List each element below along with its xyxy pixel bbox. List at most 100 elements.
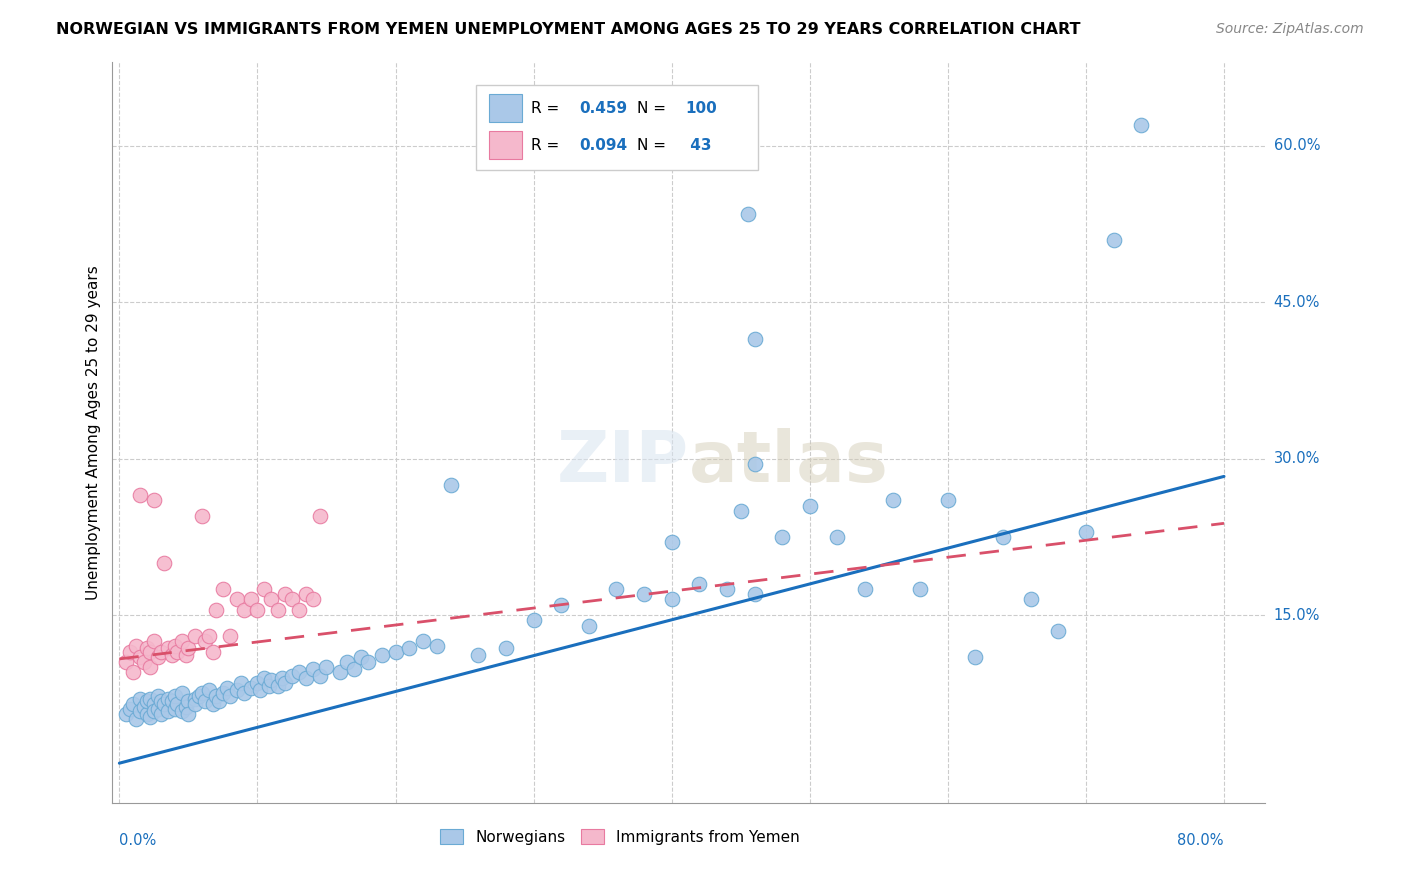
Point: [217, 681, 239, 695]
Point: [149, 707, 172, 722]
Text: 43: 43: [686, 138, 711, 153]
Point: [163, 690, 186, 704]
Text: 0.0%: 0.0%: [120, 833, 156, 848]
Point: [142, 697, 165, 711]
Point: [146, 649, 169, 664]
Point: [936, 493, 959, 508]
Point: [737, 207, 759, 221]
Point: [1047, 624, 1070, 638]
Point: [134, 699, 156, 714]
Point: [827, 530, 849, 544]
Text: 80.0%: 80.0%: [1177, 833, 1225, 848]
Point: [212, 582, 235, 596]
Text: 0.094: 0.094: [579, 138, 627, 153]
Point: [120, 702, 142, 716]
Point: [142, 493, 165, 508]
Point: [253, 582, 276, 596]
Bar: [475, 85, 758, 169]
Point: [184, 691, 207, 706]
Point: [661, 535, 683, 549]
Point: [246, 676, 269, 690]
Point: [249, 683, 271, 698]
Point: [129, 649, 152, 664]
Point: [218, 629, 240, 643]
Text: R =: R =: [531, 101, 564, 116]
Point: [160, 693, 183, 707]
Point: [125, 712, 148, 726]
Point: [412, 634, 434, 648]
Point: [744, 457, 766, 471]
Point: [578, 618, 600, 632]
Point: [136, 693, 159, 707]
Point: [184, 697, 207, 711]
Point: [139, 691, 162, 706]
Point: [315, 660, 337, 674]
Point: [288, 603, 311, 617]
Point: [136, 707, 159, 722]
Text: R =: R =: [531, 138, 564, 153]
Point: [146, 702, 169, 716]
Point: [398, 641, 420, 656]
Point: [202, 697, 225, 711]
Point: [115, 707, 138, 722]
Point: [370, 648, 392, 662]
Point: [550, 598, 572, 612]
Point: [744, 587, 766, 601]
Point: [136, 641, 159, 656]
Point: [225, 592, 247, 607]
Text: 30.0%: 30.0%: [1274, 451, 1320, 467]
Point: [177, 707, 200, 722]
Point: [991, 530, 1014, 544]
Point: [218, 690, 240, 704]
Point: [198, 629, 221, 643]
Point: [770, 530, 793, 544]
Point: [246, 603, 269, 617]
Point: [965, 649, 987, 664]
Point: [174, 648, 197, 662]
Point: [288, 665, 311, 680]
Point: [156, 704, 179, 718]
Point: [129, 488, 152, 502]
Legend: Norwegians, Immigrants from Yemen: Norwegians, Immigrants from Yemen: [434, 822, 806, 851]
Point: [1130, 118, 1153, 132]
Point: [271, 671, 294, 685]
Point: [205, 690, 228, 704]
Point: [882, 493, 904, 508]
Point: [467, 648, 489, 662]
Point: [191, 686, 214, 700]
Point: [260, 592, 283, 607]
Point: [308, 509, 330, 524]
Point: [267, 603, 290, 617]
Point: [426, 640, 449, 654]
Point: [301, 662, 323, 676]
Text: 60.0%: 60.0%: [1274, 138, 1320, 153]
Point: [163, 640, 186, 654]
Y-axis label: Unemployment Among Ages 25 to 29 years: Unemployment Among Ages 25 to 29 years: [86, 265, 101, 600]
Point: [139, 710, 162, 724]
Point: [139, 660, 162, 674]
Point: [232, 603, 254, 617]
Point: [194, 634, 217, 648]
Point: [239, 681, 262, 695]
Point: [149, 693, 172, 707]
Point: [495, 641, 517, 656]
Point: [184, 629, 207, 643]
Point: [125, 640, 148, 654]
Point: [688, 577, 710, 591]
Text: NORWEGIAN VS IMMIGRANTS FROM YEMEN UNEMPLOYMENT AMONG AGES 25 TO 29 YEARS CORREL: NORWEGIAN VS IMMIGRANTS FROM YEMEN UNEMP…: [56, 22, 1081, 37]
Point: [301, 592, 323, 607]
Text: Source: ZipAtlas.com: Source: ZipAtlas.com: [1216, 22, 1364, 37]
Point: [188, 690, 211, 704]
Point: [281, 592, 304, 607]
Point: [229, 676, 252, 690]
Point: [605, 582, 627, 596]
Point: [134, 655, 156, 669]
Point: [523, 613, 546, 627]
Point: [239, 592, 262, 607]
Point: [149, 644, 172, 658]
Point: [170, 634, 193, 648]
Text: 100: 100: [686, 101, 717, 116]
Point: [142, 704, 165, 718]
Point: [336, 655, 359, 669]
Point: [156, 691, 179, 706]
